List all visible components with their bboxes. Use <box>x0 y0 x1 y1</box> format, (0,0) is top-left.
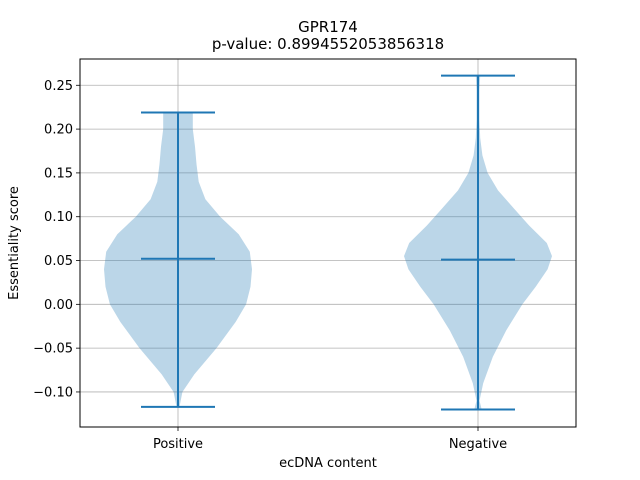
x-tick-label: Positive <box>153 437 203 452</box>
violins <box>104 75 552 410</box>
y-tick-label: 0.25 <box>44 79 73 94</box>
y-tick-label: 0.20 <box>44 123 73 138</box>
y-tick-label: 0.10 <box>44 210 73 225</box>
violin-statistics <box>141 74 515 411</box>
x-axis-label: ecDNA content <box>279 456 377 471</box>
chart-title: GPR174 <box>298 18 358 36</box>
y-tick-label: 0.15 <box>44 166 73 181</box>
plot-area-frame <box>79 58 577 428</box>
y-tick-label: 0.05 <box>44 254 73 269</box>
y-tick-label: 0.00 <box>44 298 73 313</box>
y-axis-label: Essentiality score <box>7 186 22 300</box>
x-tick-label: Negative <box>449 437 507 452</box>
y-axis-ticks: −0.10 −0.05 0.00 0.05 0.10 0.15 0.20 0.25 <box>33 79 80 400</box>
y-tick-label: −0.10 <box>33 385 73 400</box>
chart-subtitle: p-value: 0.8994552053856318 <box>212 35 444 53</box>
x-axis-ticks: Positive Negative <box>153 427 507 452</box>
y-tick-label: −0.05 <box>33 342 73 357</box>
